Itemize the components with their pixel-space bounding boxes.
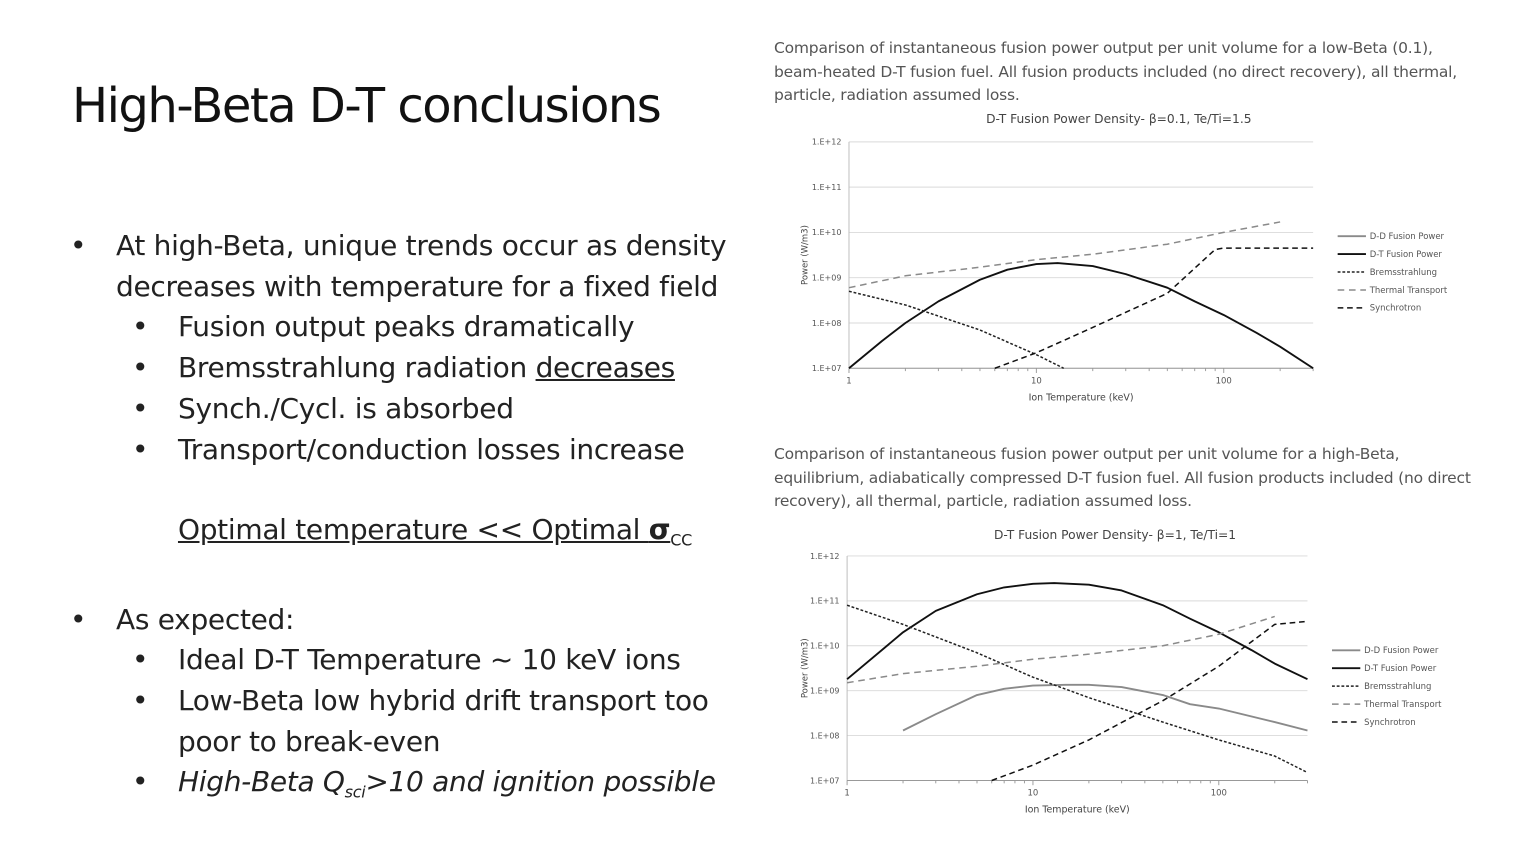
sub-bullet-text: Low-Beta low hybrid drift transport too … [178,683,709,758]
slide-title: High-Beta D-T conclusions [72,78,662,134]
sub-bullet-item: Ideal D-T Temperature ~ 10 keV ions [70,640,730,681]
sub-bullet-text: Bremsstrahlung radiation [178,351,527,385]
x-tick-label: 10 [1031,376,1042,386]
y-tick-label: 1.E+09 [810,687,840,696]
sub-bullet-text: >10 and ignition possible [365,765,716,799]
legend-label: Synchrotron [1364,718,1416,728]
sub-bullet-text: Synch./Cycl. is absorbed [178,391,514,425]
y-tick-label: 1.E+07 [810,776,840,785]
y-tick-label: 1.E+12 [812,138,842,147]
sub-bullet-item: Synch./Cycl. is absorbed [70,389,730,430]
y-tick-label: 1.E+11 [812,183,842,192]
legend-label: D-T Fusion Power [1370,250,1443,260]
x-axis-label: Ion Temperature (keV) [1025,805,1130,816]
y-tick-label: 1.E+07 [812,364,842,373]
x-tick-label: 100 [1211,789,1227,799]
chart-title: D-T Fusion Power Density- β=1, Te/Ti=1 [994,528,1236,542]
chart-caption-top: Comparison of instantaneous fusion power… [774,39,1458,104]
series-line [848,290,1065,369]
optimal-text: Optimal temperature << Optimal [177,513,649,547]
sub-bullet-text: Ideal D-T Temperature ~ 10 keV ions [178,643,681,677]
sub-bullet-text: Fusion output peaks dramatically [178,310,635,344]
chart-high-beta: D-T Fusion Power Density- β=1, Te/Ti=1 1.… [800,528,1442,816]
sub-bullet-item: High-Beta Qsci>10 and ignition possible [70,762,730,813]
chart-caption-bottom: Comparison of instantaneous fusion power… [774,445,1471,510]
chart-low-beta: D-T Fusion Power Density- β=0.1, Te/Ti=1… [800,112,1448,403]
y-tick-label: 1.E+12 [810,552,840,561]
legend-label: D-D Fusion Power [1364,646,1439,656]
sub-bullet-item: Low-Beta low hybrid drift transport too … [70,681,730,762]
y-axis-label: Power (W/m3) [800,638,810,698]
bullet-item: As expected: [70,600,730,641]
sub-bullet-text: Transport/conduction losses increase [178,432,685,466]
sub-bullet-item: Fusion output peaks dramatically [70,307,730,348]
sub-bullet-text: High-Beta Q [178,765,345,799]
sub-bullet-item: Transport/conduction losses increase [70,430,730,471]
underlined-word: decreases [535,351,676,385]
x-tick-label: 100 [1216,376,1232,386]
legend-label: Thermal Transport [1363,700,1442,710]
series-line [846,615,1275,684]
y-tick-label: 1.E+10 [810,642,840,651]
legend-label: D-T Fusion Power [1364,664,1437,674]
bullet-list: At high-Beta, unique trends occur as den… [70,226,730,814]
series-line [846,582,1308,681]
bullet-text: As expected: [116,602,295,636]
optimal-statement: Optimal temperature << Optimal σCC [70,510,730,561]
q-subscript: sci [344,782,366,802]
series-line [848,262,1314,370]
y-tick-label: 1.E+08 [810,731,840,740]
y-tick-label: 1.E+09 [812,274,842,283]
sigma-subscript: CC [670,530,693,550]
x-tick-label: 1 [846,376,851,386]
series-line [902,683,1308,732]
x-tick-label: 1 [844,789,849,799]
series-line [994,247,1314,369]
x-axis-label: Ion Temperature (keV) [1029,392,1134,403]
legend-label: Bremsstrahlung [1364,682,1431,692]
series-line [846,604,1308,774]
y-tick-label: 1.E+11 [810,597,840,606]
y-tick-label: 1.E+08 [812,319,842,328]
sigma-symbol: σ [648,513,671,547]
legend-label: Bremsstrahlung [1370,268,1437,278]
series-line [991,620,1308,782]
legend-label: Thermal Transport [1369,286,1448,296]
y-axis-label: Power (W/m3) [800,225,810,285]
x-tick-label: 10 [1028,789,1039,799]
y-tick-label: 1.E+10 [812,228,842,237]
series-line [848,221,1281,289]
bullet-text: At high-Beta, unique trends occur as den… [116,229,727,303]
legend-label: D-D Fusion Power [1370,232,1445,242]
legend-label: Synchrotron [1370,304,1422,314]
bullet-item: At high-Beta, unique trends occur as den… [70,226,730,307]
sub-bullet-item: Bremsstrahlung radiation decreases [70,348,730,389]
chart-title: D-T Fusion Power Density- β=0.1, Te/Ti=1… [986,112,1251,126]
